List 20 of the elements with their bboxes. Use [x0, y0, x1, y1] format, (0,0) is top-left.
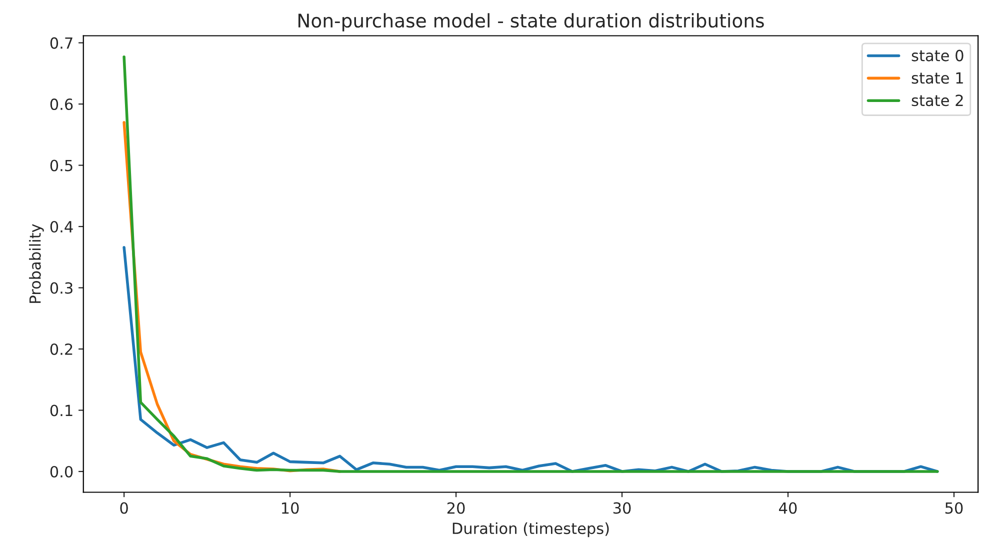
- y-tick-label: 0.4: [50, 220, 73, 233]
- y-tick-label: 0.0: [50, 466, 73, 478]
- legend-label: state 2: [912, 94, 963, 106]
- x-tick-label: 20: [447, 502, 465, 514]
- x-tick-label: 0: [120, 502, 128, 514]
- y-axis-title: Probability: [29, 224, 44, 303]
- y-tick-label: 0.3: [50, 282, 72, 294]
- y-tick-label: 0.2: [50, 343, 72, 356]
- y-tick-label: 0.5: [50, 160, 72, 172]
- legend-label: state 0: [912, 50, 964, 62]
- y-tick-label: 0.7: [50, 37, 72, 49]
- x-axis-title: Duration (timesteps): [452, 522, 609, 538]
- chart-title: Non-purchase model - state duration distributions: [298, 13, 764, 32]
- legend-label: state 1: [912, 72, 963, 84]
- y-tick-label: 0.1: [50, 404, 72, 416]
- x-tick-label: 50: [945, 502, 963, 514]
- x-tick-label: 10: [282, 502, 299, 514]
- x-tick-label: 30: [613, 502, 631, 514]
- x-tick-label: 40: [779, 502, 797, 514]
- y-tick-label: 0.6: [50, 98, 73, 110]
